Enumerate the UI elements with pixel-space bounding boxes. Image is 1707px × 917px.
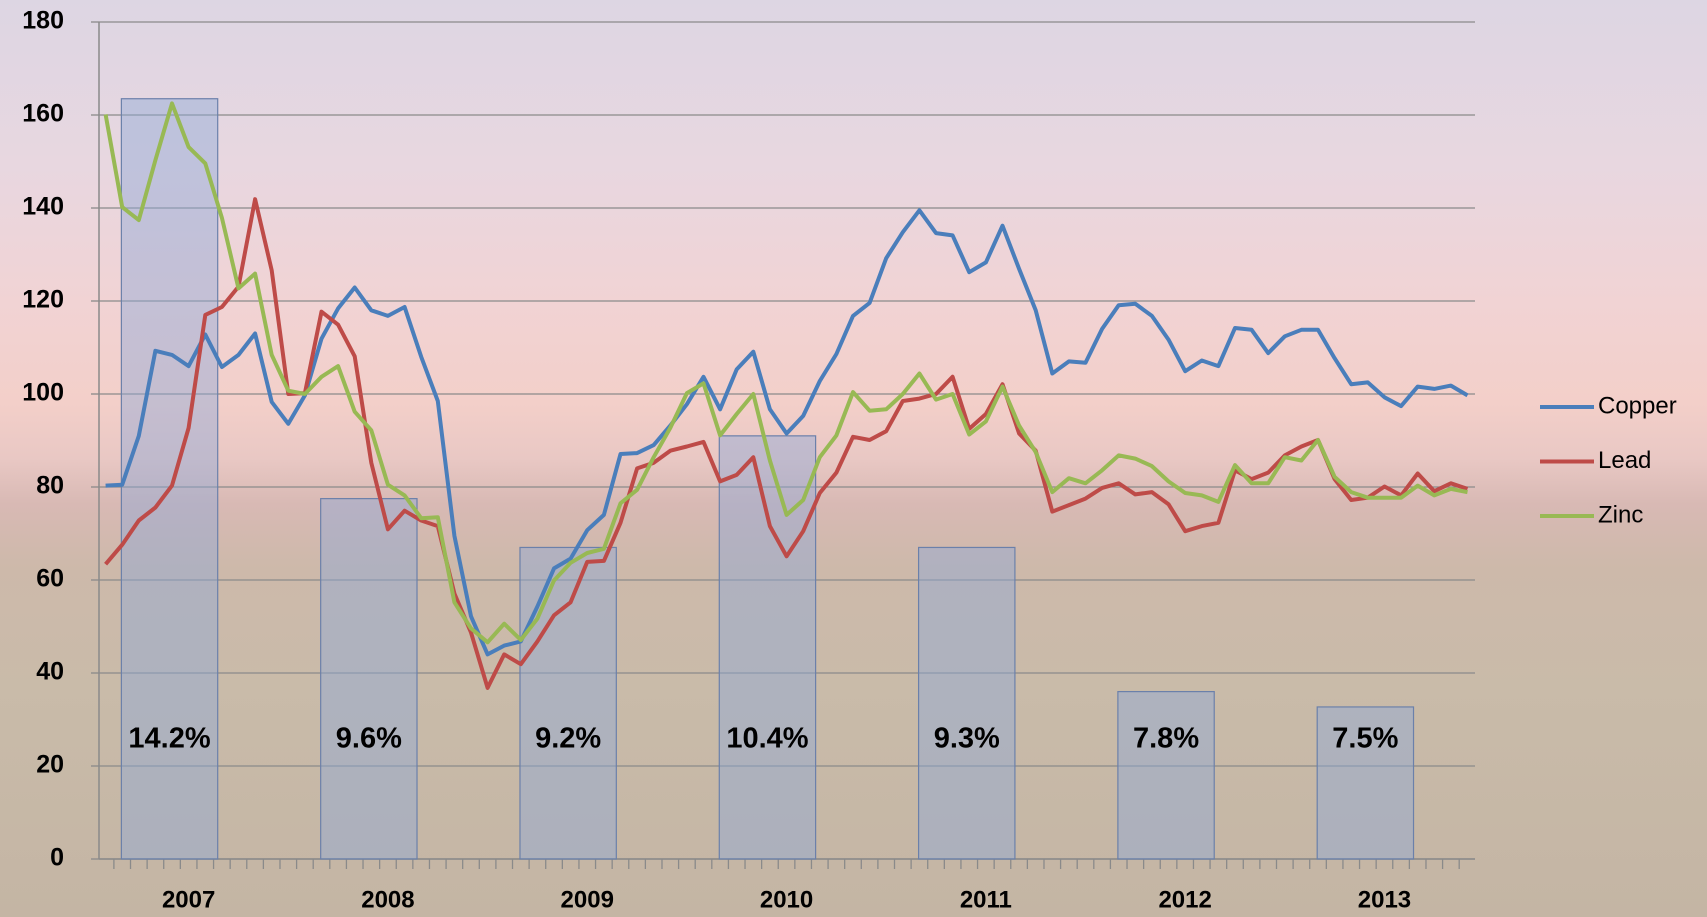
- x-tick-label: 2013: [1358, 886, 1411, 913]
- y-tick-label: 40: [36, 658, 64, 686]
- line-series: [103, 101, 1468, 645]
- bar-annotation: 9.2%: [535, 723, 601, 755]
- x-tick-label: 2012: [1158, 886, 1211, 913]
- x-tick-label: 2011: [960, 886, 1012, 913]
- bar: [519, 546, 617, 860]
- legend-label: Lead: [1598, 447, 1651, 474]
- bar: [718, 435, 817, 860]
- legend-label: Zinc: [1598, 501, 1643, 528]
- bar: [320, 498, 418, 860]
- y-tick-label: 140: [22, 193, 64, 221]
- bar-annotation: 7.8%: [1133, 723, 1199, 755]
- legend-label: Copper: [1598, 392, 1677, 419]
- x-tick-label: 2007: [162, 886, 215, 913]
- x-tick-label: 2008: [361, 886, 414, 913]
- bar-annotation: 10.4%: [726, 723, 808, 755]
- bar-annotation: 14.2%: [128, 723, 210, 755]
- y-tick-label: 80: [36, 472, 64, 500]
- bar-annotation: 9.6%: [336, 723, 402, 755]
- y-tick-label: 60: [36, 565, 64, 593]
- bar: [1316, 706, 1415, 860]
- bar-annotation: 7.5%: [1332, 723, 1398, 755]
- x-tick-label: 2010: [760, 886, 813, 913]
- y-tick-label: 160: [22, 100, 64, 128]
- y-tick-label: 100: [22, 379, 64, 407]
- y-tick-label: 120: [22, 286, 64, 314]
- y-tick-label: 180: [22, 7, 64, 35]
- bar: [917, 546, 1016, 860]
- y-tick-label: 20: [36, 751, 64, 779]
- y-tick-label: 0: [50, 844, 64, 872]
- bar: [1117, 690, 1215, 860]
- x-tick-label: 2009: [561, 886, 614, 913]
- bar: [120, 98, 219, 860]
- bar-annotation: 9.3%: [934, 723, 1000, 755]
